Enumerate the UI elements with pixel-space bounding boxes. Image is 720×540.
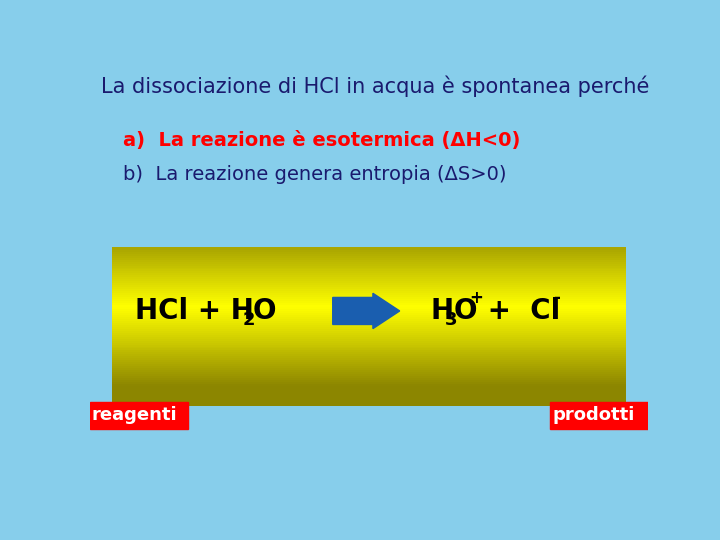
Bar — [112, 294, 626, 297]
Bar — [112, 261, 626, 264]
Bar — [112, 360, 626, 362]
Bar — [112, 328, 626, 330]
Bar — [112, 348, 626, 350]
Bar — [112, 373, 626, 376]
Bar — [112, 326, 626, 329]
Bar — [112, 346, 626, 348]
Bar — [112, 336, 626, 339]
Text: prodotti: prodotti — [552, 406, 634, 424]
Text: 3: 3 — [444, 311, 456, 329]
Bar — [112, 273, 626, 275]
Bar — [112, 255, 626, 258]
Bar — [112, 251, 626, 254]
Bar — [112, 338, 626, 341]
Bar — [112, 316, 626, 319]
Bar — [112, 387, 626, 390]
Bar — [112, 265, 626, 267]
Bar — [112, 318, 626, 321]
Bar — [112, 259, 626, 261]
Bar — [112, 263, 626, 266]
Bar — [112, 403, 626, 406]
Bar — [112, 389, 626, 392]
Bar — [90, 402, 188, 429]
Bar — [112, 320, 626, 323]
Bar — [112, 391, 626, 394]
Bar — [112, 288, 626, 291]
Bar — [112, 332, 626, 335]
Bar — [112, 249, 626, 252]
Bar — [112, 372, 626, 374]
Text: 2: 2 — [243, 311, 255, 329]
Bar — [112, 343, 626, 347]
Bar — [112, 361, 626, 365]
Bar — [112, 352, 626, 354]
Bar — [112, 286, 626, 289]
Text: -: - — [553, 289, 560, 307]
Bar — [112, 285, 626, 287]
Bar — [112, 253, 626, 255]
Bar — [112, 276, 626, 279]
Bar — [112, 300, 626, 303]
Bar — [112, 379, 626, 382]
Bar — [112, 322, 626, 325]
Bar — [112, 395, 626, 398]
Bar — [112, 357, 626, 360]
Bar — [112, 291, 626, 293]
Bar — [112, 267, 626, 269]
Bar — [112, 330, 626, 333]
Bar — [112, 292, 626, 295]
Bar — [112, 279, 626, 281]
Bar — [112, 247, 626, 249]
Bar — [112, 257, 626, 260]
Bar — [112, 366, 626, 368]
Text: La dissociazione di HCl in acqua è spontanea perché: La dissociazione di HCl in acqua è spont… — [101, 75, 649, 97]
Bar — [112, 383, 626, 386]
Bar — [112, 274, 626, 278]
Bar — [112, 377, 626, 380]
Text: H: H — [431, 297, 454, 325]
Bar — [112, 393, 626, 396]
Bar — [112, 342, 626, 345]
Bar — [112, 401, 626, 404]
Bar — [112, 308, 626, 311]
Bar — [112, 282, 626, 285]
Bar — [112, 340, 626, 342]
FancyArrow shape — [333, 293, 400, 329]
Bar — [112, 268, 626, 272]
Bar — [112, 280, 626, 284]
Bar — [112, 363, 626, 366]
Bar — [112, 375, 626, 378]
Text: +  Cl: + Cl — [478, 297, 560, 325]
Bar — [112, 271, 626, 273]
Bar — [112, 367, 626, 370]
Text: O: O — [454, 297, 477, 325]
Bar — [112, 312, 626, 315]
Text: O: O — [253, 297, 276, 325]
Bar — [112, 334, 626, 336]
Text: HCl + H: HCl + H — [135, 297, 253, 325]
Bar — [550, 402, 648, 429]
Bar — [112, 310, 626, 313]
Text: a)  La reazione è esotermica (ΔH<0): a) La reazione è esotermica (ΔH<0) — [124, 131, 521, 150]
Bar — [112, 324, 626, 327]
Bar — [112, 369, 626, 372]
Bar — [112, 314, 626, 317]
Bar — [112, 304, 626, 307]
Bar — [112, 355, 626, 359]
Bar — [112, 296, 626, 299]
Bar — [112, 354, 626, 356]
Bar — [112, 399, 626, 402]
Text: reagenti: reagenti — [91, 406, 176, 424]
Bar — [112, 302, 626, 305]
Bar — [112, 385, 626, 388]
Bar — [112, 298, 626, 301]
Bar — [112, 381, 626, 384]
Bar — [112, 349, 626, 353]
Bar — [112, 397, 626, 400]
Text: +: + — [469, 289, 483, 307]
Text: b)  La reazione genera entropia (ΔS>0): b) La reazione genera entropia (ΔS>0) — [124, 165, 507, 184]
Bar — [112, 306, 626, 309]
